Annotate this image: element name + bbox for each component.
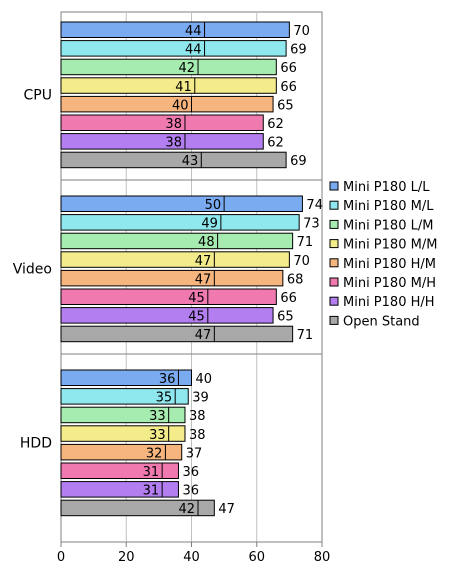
legend-label: Mini P180 L/L xyxy=(343,180,430,195)
bar xyxy=(60,406,186,424)
bar-inner-label: 47 xyxy=(195,328,212,343)
bar xyxy=(60,481,179,498)
bar-inner-label: 36 xyxy=(159,372,176,387)
bar-value-label: 66 xyxy=(280,291,297,306)
bar-value-label: 70 xyxy=(293,24,310,39)
bar-inner-label: 38 xyxy=(165,117,182,132)
bar-inner-label: 45 xyxy=(188,310,205,325)
bar-value-label: 71 xyxy=(297,328,314,343)
category-label: HDD xyxy=(20,435,52,451)
bar-value-label: 39 xyxy=(192,391,209,406)
legend-label: Mini P180 L/M xyxy=(343,218,433,233)
bar-inner-label: 44 xyxy=(185,43,202,58)
x-tick-label: 0 xyxy=(57,550,65,565)
legend: Mini P180 L/L Mini P180 M/L Mini P180 L/M M… xyxy=(329,180,437,329)
bar xyxy=(60,269,284,287)
bar-value-label: 40 xyxy=(196,372,213,387)
bar xyxy=(60,499,215,517)
bar xyxy=(60,58,277,76)
legend-label: Mini P180 M/M xyxy=(343,238,437,253)
bar-inner-label: 41 xyxy=(175,80,192,95)
bar xyxy=(60,462,179,479)
legend-swatch xyxy=(329,296,339,306)
bar xyxy=(60,21,290,38)
bar xyxy=(60,388,189,405)
bar xyxy=(60,232,294,250)
legend-swatch xyxy=(329,258,339,268)
bar-value-label: 37 xyxy=(186,446,203,461)
bar xyxy=(60,195,303,212)
legend-swatch xyxy=(329,219,339,229)
bar xyxy=(60,77,277,94)
bar-value-label: 71 xyxy=(297,235,314,250)
bar-inner-label: 47 xyxy=(195,272,212,287)
bar-value-label: 68 xyxy=(287,272,304,287)
bar xyxy=(60,325,294,343)
x-tick-label: 20 xyxy=(118,550,135,565)
bar-inner-label: 47 xyxy=(195,254,212,269)
legend-swatch xyxy=(329,277,339,287)
bar-inner-label: 35 xyxy=(156,391,173,406)
bar-value-label: 47 xyxy=(218,502,235,517)
bar-inner-label: 50 xyxy=(205,198,222,213)
bar-value-label: 36 xyxy=(182,484,199,499)
bar-value-label: 65 xyxy=(277,98,294,113)
bar-inner-label: 44 xyxy=(185,24,202,39)
bar-inner-label: 49 xyxy=(201,217,218,232)
x-tick-label: 40 xyxy=(183,550,200,565)
plot-area: 44 70 44 69 42 66 41 66 40 65 38 62 38 62 43 69 CPU 50 74 4… xyxy=(13,11,331,565)
bar-inner-label: 42 xyxy=(178,61,195,76)
bar-value-label: 66 xyxy=(280,80,297,95)
bar-value-label: 65 xyxy=(277,310,294,325)
bar-value-label: 70 xyxy=(293,254,310,269)
bar xyxy=(60,151,287,169)
bar-inner-label: 45 xyxy=(188,291,205,306)
category-label: Video xyxy=(13,261,52,277)
legend-label: Mini P180 M/L xyxy=(343,199,434,214)
bar-inner-label: 40 xyxy=(172,98,189,113)
bar xyxy=(60,307,274,324)
bar-value-label: 36 xyxy=(182,465,199,480)
bar-inner-label: 31 xyxy=(143,484,160,499)
bar-inner-label: 43 xyxy=(182,154,199,169)
bar-value-label: 66 xyxy=(280,61,297,76)
bar-value-label: 38 xyxy=(189,428,206,443)
bar xyxy=(60,114,264,131)
bar-value-label: 73 xyxy=(303,217,320,232)
category-label: CPU xyxy=(24,87,52,103)
bar-inner-label: 31 xyxy=(143,465,160,480)
legend-swatch xyxy=(329,181,339,191)
bar-value-label: 69 xyxy=(290,43,307,58)
bar xyxy=(60,425,186,442)
legend-swatch xyxy=(329,315,339,325)
bar xyxy=(60,251,290,268)
x-tick-label: 60 xyxy=(248,550,265,565)
legend-label: Open Stand xyxy=(343,314,420,329)
bar-value-label: 69 xyxy=(290,154,307,169)
legend-label: Mini P180 H/M xyxy=(343,257,436,272)
bar xyxy=(60,133,264,150)
bar xyxy=(60,369,192,386)
bar xyxy=(60,443,183,461)
bar-inner-label: 32 xyxy=(146,446,163,461)
bar xyxy=(60,40,287,57)
x-tick-label: 80 xyxy=(314,550,331,565)
legend-label: Mini P180 H/H xyxy=(343,295,435,310)
bar-value-label: 38 xyxy=(189,409,206,424)
bar xyxy=(60,95,274,113)
legend-swatch xyxy=(329,239,339,249)
bar-inner-label: 38 xyxy=(165,136,182,151)
legend-swatch xyxy=(329,200,339,210)
bar xyxy=(60,288,277,305)
bar-value-label: 62 xyxy=(267,136,284,151)
bar-inner-label: 33 xyxy=(149,428,166,443)
bar xyxy=(60,214,300,231)
bar-inner-label: 42 xyxy=(178,502,195,517)
legend-label: Mini P180 M/H xyxy=(343,276,436,291)
bar-value-label: 74 xyxy=(306,198,323,213)
bar-inner-label: 33 xyxy=(149,409,166,424)
bar-inner-label: 48 xyxy=(198,235,215,250)
bar-value-label: 62 xyxy=(267,117,284,132)
